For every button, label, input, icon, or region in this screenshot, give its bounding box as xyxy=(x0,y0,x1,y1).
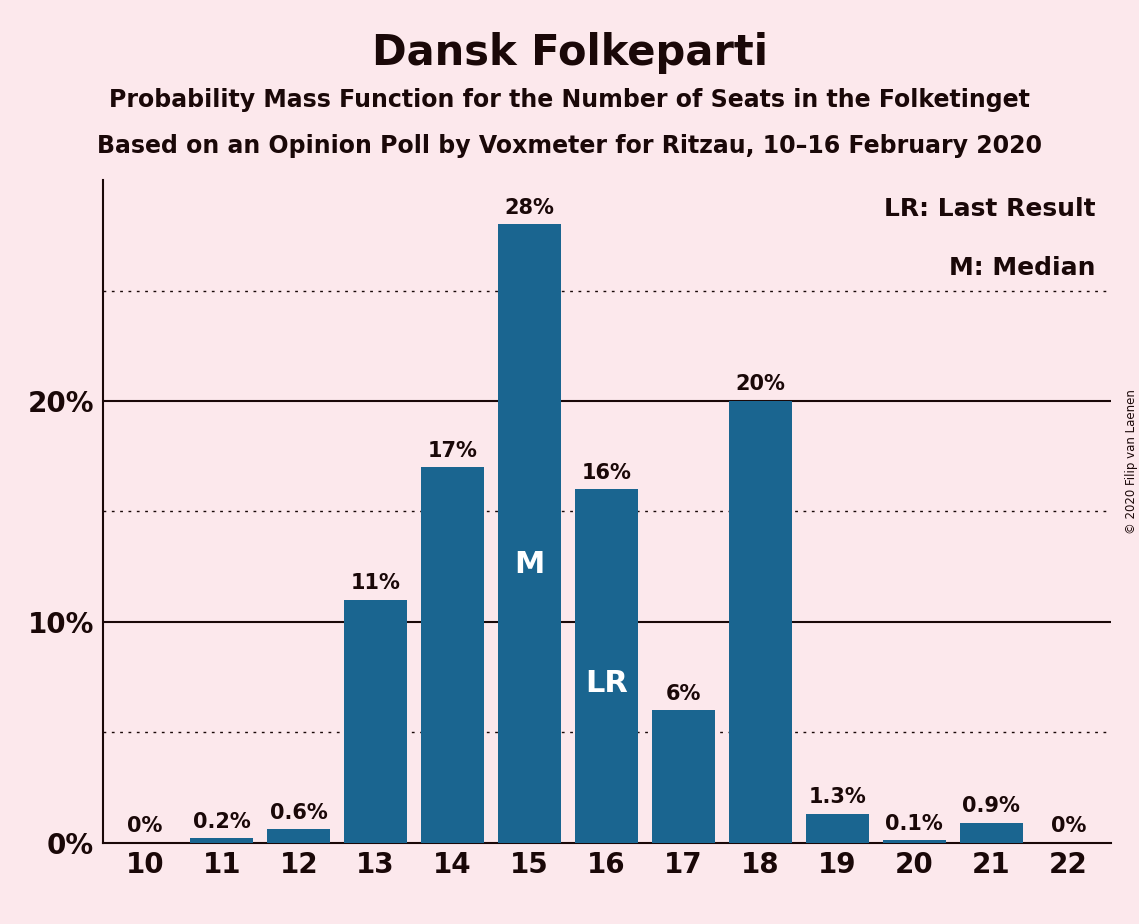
Text: 20%: 20% xyxy=(736,374,786,395)
Text: 0.6%: 0.6% xyxy=(270,803,328,822)
Text: 17%: 17% xyxy=(427,441,477,461)
Text: Based on an Opinion Poll by Voxmeter for Ritzau, 10–16 February 2020: Based on an Opinion Poll by Voxmeter for… xyxy=(97,134,1042,158)
Text: 11%: 11% xyxy=(351,573,401,593)
Text: 6%: 6% xyxy=(666,684,702,703)
Text: 1.3%: 1.3% xyxy=(809,787,867,808)
Text: 0%: 0% xyxy=(128,816,163,836)
Bar xyxy=(883,841,945,843)
Bar xyxy=(805,814,869,843)
Bar xyxy=(729,401,792,843)
Bar xyxy=(344,600,408,843)
Text: 0%: 0% xyxy=(1050,816,1085,836)
Bar xyxy=(190,838,253,843)
Text: 0.9%: 0.9% xyxy=(962,796,1021,816)
Text: Dansk Folkeparti: Dansk Folkeparti xyxy=(371,32,768,74)
Text: 16%: 16% xyxy=(582,463,631,482)
Bar xyxy=(498,225,562,843)
Text: 28%: 28% xyxy=(505,198,555,218)
Text: Probability Mass Function for the Number of Seats in the Folketinget: Probability Mass Function for the Number… xyxy=(109,88,1030,112)
Text: 0.1%: 0.1% xyxy=(885,814,943,833)
Bar xyxy=(960,822,1023,843)
Bar xyxy=(421,468,484,843)
Bar xyxy=(652,711,715,843)
Text: LR: Last Result: LR: Last Result xyxy=(884,197,1096,221)
Text: M: Median: M: Median xyxy=(949,256,1096,280)
Text: LR: LR xyxy=(585,669,628,699)
Bar xyxy=(575,490,638,843)
Text: © 2020 Filip van Laenen: © 2020 Filip van Laenen xyxy=(1124,390,1138,534)
Bar xyxy=(268,830,330,843)
Text: M: M xyxy=(515,550,544,579)
Text: 0.2%: 0.2% xyxy=(192,811,251,832)
